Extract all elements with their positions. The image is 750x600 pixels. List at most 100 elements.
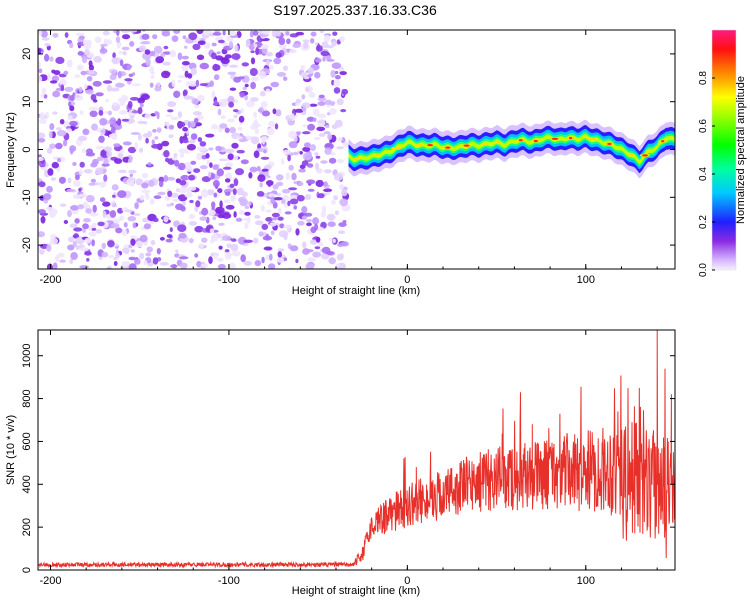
noise-blob (41, 37, 50, 41)
noise-blob (196, 152, 202, 161)
x-tick-label: -100 (218, 575, 240, 587)
noise-blob (156, 248, 161, 255)
noise-blob (82, 39, 92, 46)
noise-blob (132, 222, 137, 229)
noise-blob (67, 236, 75, 243)
noise-blob (229, 126, 237, 134)
noise-blob (275, 109, 282, 117)
noise-blob (306, 222, 312, 227)
noise-blob (151, 139, 155, 145)
noise-blob (276, 257, 285, 263)
noise-blob (111, 70, 116, 76)
noise-blob (154, 86, 162, 92)
noise-blob (112, 194, 116, 198)
noise-blob (170, 264, 178, 269)
noise-blob (111, 184, 119, 191)
noise-blob (49, 123, 55, 131)
noise-blob (98, 110, 104, 116)
noise-blob (294, 108, 304, 113)
noise-blob (341, 88, 349, 95)
noise-blob (256, 166, 261, 172)
noise-blob (164, 195, 170, 201)
noise-blob (323, 169, 332, 174)
noise-blob (182, 89, 188, 97)
noise-blob (323, 131, 331, 135)
noise-blob (218, 222, 225, 226)
noise-blob (163, 150, 170, 158)
x-tick-label: 0 (404, 575, 410, 587)
noise-blob (38, 231, 45, 238)
noise-blob (328, 157, 337, 164)
noise-blob (203, 42, 211, 49)
noise-blob (134, 142, 138, 150)
noise-blob (265, 51, 274, 57)
noise-blob (82, 228, 86, 233)
noise-blob (249, 68, 258, 76)
x-tick-label: 100 (577, 274, 595, 286)
noise-blob (79, 110, 84, 115)
noise-blob (339, 71, 347, 76)
noise-blob (107, 110, 112, 116)
noise-blob (111, 204, 118, 208)
noise-blob (82, 129, 88, 134)
noise-blob (142, 217, 150, 223)
noise-blob (141, 173, 149, 179)
noise-blob (43, 94, 48, 99)
noise-blob (323, 188, 333, 193)
noise-blob (130, 238, 136, 246)
noise-blob (261, 110, 271, 117)
noise-blob (181, 137, 190, 144)
noise-blob (301, 94, 306, 100)
noise-blob (316, 226, 325, 232)
noise-blob (280, 158, 285, 165)
noise-blob (237, 236, 247, 245)
noise-blob (295, 258, 299, 264)
noise-blob (220, 115, 226, 120)
noise-blob (337, 159, 344, 164)
noise-blob (171, 79, 176, 87)
noise-blob (60, 84, 65, 92)
noise-blob (199, 141, 207, 147)
noise-blob (309, 239, 318, 245)
colorbar-ticks: 0.0 0.2 0.4 0.6 0.8 (698, 71, 715, 277)
noise-blob (228, 64, 239, 68)
noise-blob (64, 32, 69, 38)
noise-blob (38, 157, 44, 161)
noise-blob (102, 80, 113, 84)
noise-blob (171, 156, 178, 161)
noise-blob (139, 252, 145, 260)
noise-blob (178, 148, 188, 154)
noise-blob (338, 222, 347, 228)
noise-blob (244, 205, 250, 209)
noise-blob (250, 97, 259, 102)
signal-peak-max (642, 154, 648, 157)
noise-blob (263, 149, 267, 154)
noise-blob (51, 75, 60, 82)
noise-blob (201, 207, 209, 216)
noise-blob (134, 202, 139, 210)
noise-blob (217, 39, 225, 44)
noise-blob (121, 34, 131, 40)
noise-blob (46, 185, 53, 193)
noise-blob (122, 261, 130, 267)
noise-blob (152, 34, 158, 40)
noise-blob (323, 34, 331, 43)
noise-blob (224, 162, 233, 169)
noise-blob (299, 151, 303, 155)
noise-blob (278, 37, 286, 45)
noise-blob (307, 188, 315, 192)
noise-blob (265, 209, 272, 213)
noise-blob (324, 147, 332, 155)
noise-blob (105, 99, 109, 103)
noise-blob (67, 177, 72, 184)
noise-blob (83, 218, 91, 223)
noise-blob (95, 145, 105, 150)
noise-blob (178, 187, 188, 194)
noise-blob (98, 135, 105, 143)
noise-blob (314, 246, 321, 250)
noise-blob (330, 152, 337, 156)
noise-blob (171, 35, 179, 42)
noise-blob (93, 56, 102, 63)
signal-peak (415, 143, 424, 147)
noise-blob (261, 223, 269, 230)
